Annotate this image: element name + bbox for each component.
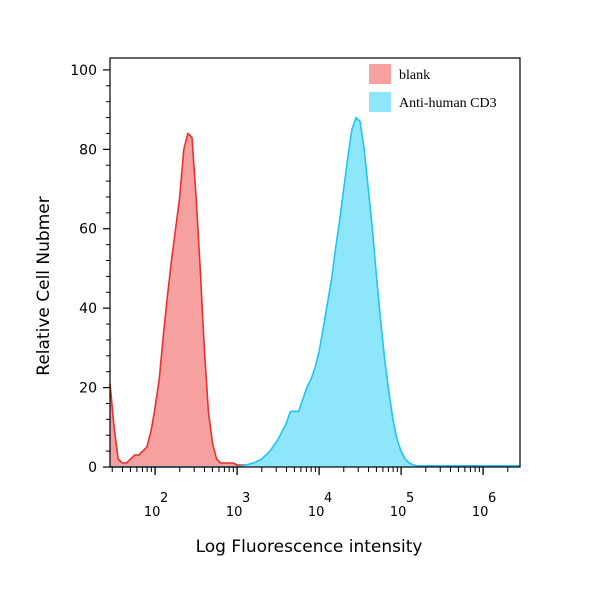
x-tick-label-0: 10 xyxy=(144,505,161,520)
legend: blank Anti-human CD3 xyxy=(369,64,497,112)
x-tick-label-1: 10 xyxy=(226,505,243,520)
y-tick-label-0: 0 xyxy=(88,460,97,476)
y-tick-label-1: 20 xyxy=(79,381,97,397)
legend-swatch-0 xyxy=(369,64,391,84)
legend-label-0: blank xyxy=(399,68,430,83)
y-tick-label-5: 100 xyxy=(70,63,97,79)
y-tick-label-4: 80 xyxy=(79,142,97,158)
y-tick-label-3: 60 xyxy=(79,222,97,238)
x-tick-label-4: 10 xyxy=(472,505,489,520)
series-1-line xyxy=(110,116,520,468)
legend-label-1: Anti-human CD3 xyxy=(399,96,497,111)
legend-swatch-1 xyxy=(369,92,391,112)
x-tick-label-3: 10 xyxy=(390,505,407,520)
x-tick-label-2: 10 xyxy=(308,505,325,520)
x-tick-exponent-3: 5 xyxy=(406,491,414,506)
x-tick-exponent-2: 4 xyxy=(324,491,332,506)
series-1-area xyxy=(110,117,520,467)
x-tick-exponent-4: 6 xyxy=(488,491,496,506)
x-axis-title: Log Fluorescence intensity xyxy=(196,537,423,557)
series-layer xyxy=(109,116,520,468)
y-tick-label-2: 40 xyxy=(79,301,97,317)
y-axis-title: Relative Cell Nubmer xyxy=(34,196,54,375)
x-tick-exponent-1: 3 xyxy=(242,491,250,506)
x-tick-exponent-0: 2 xyxy=(160,491,168,506)
